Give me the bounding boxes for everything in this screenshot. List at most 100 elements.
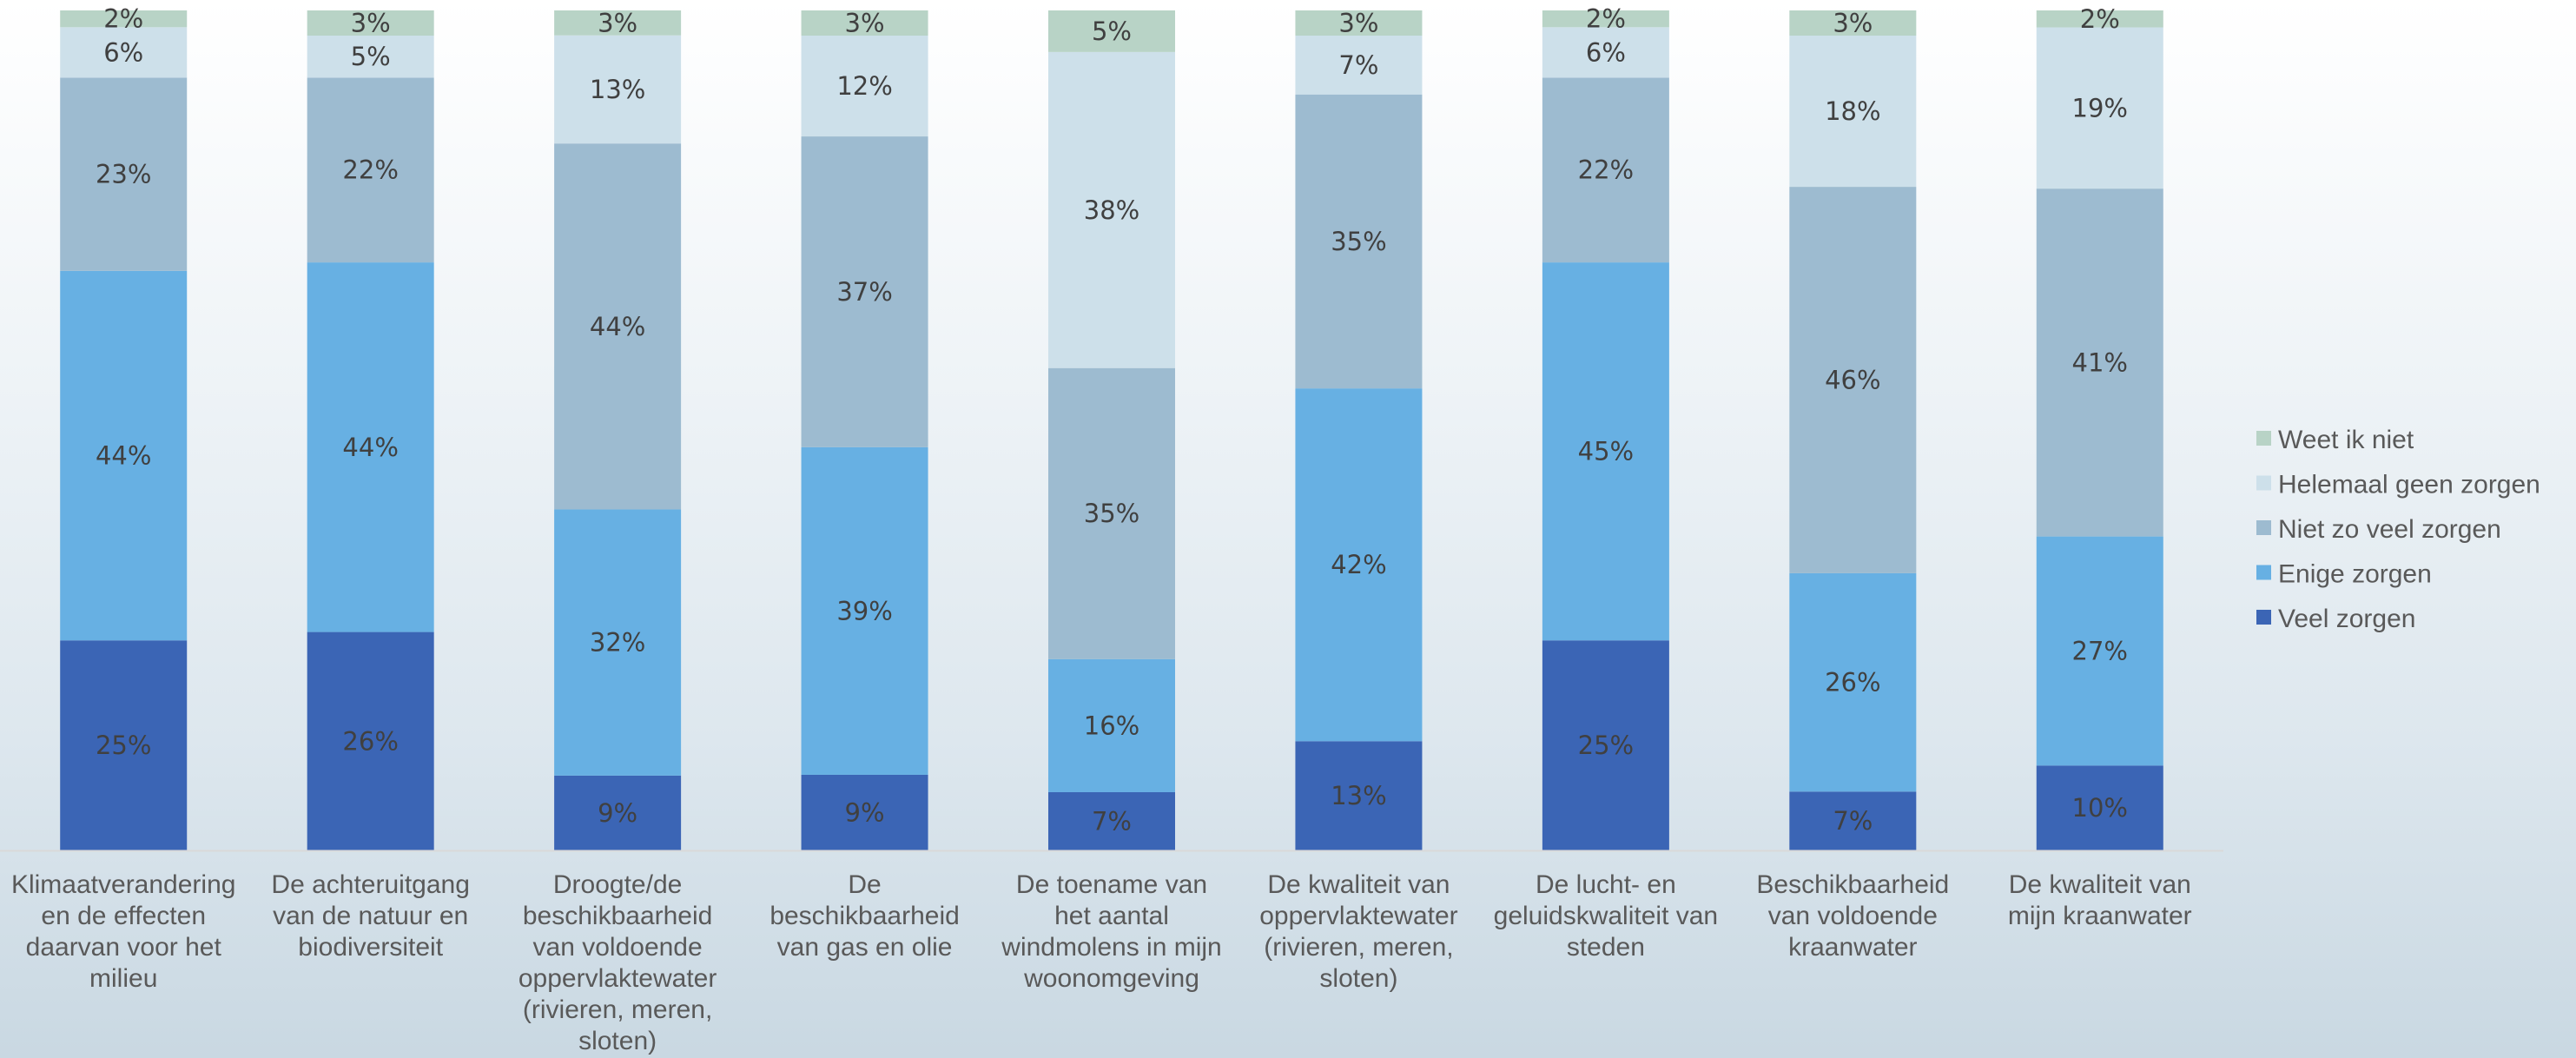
category-label-line: Klimaatverandering: [11, 870, 235, 899]
legend-label: Enige zorgen: [2278, 560, 2432, 589]
legend-label: Niet zo veel zorgen: [2278, 515, 2501, 544]
category-label-line: oppervlaktewater: [519, 964, 717, 993]
data-label: 3%: [351, 9, 391, 38]
data-label: 23%: [96, 160, 151, 189]
category-label: De kwaliteit van mijn kraanwater: [2008, 870, 2192, 930]
bar-segment: [1789, 187, 1917, 573]
bar-segment: [1789, 36, 1917, 188]
data-label: 3%: [598, 8, 637, 37]
bar-segment: [2036, 536, 2163, 766]
data-label: 26%: [1825, 668, 1880, 698]
data-label: 13%: [1331, 781, 1386, 810]
data-label: 44%: [342, 433, 398, 462]
category-label-line: van de natuur en: [273, 902, 468, 930]
data-label: 6%: [103, 37, 143, 67]
bar-segment: [1789, 10, 1917, 36]
data-label: 5%: [351, 42, 391, 71]
data-label: 10%: [2072, 793, 2128, 823]
category-label-line: biodiversiteit: [298, 933, 443, 962]
bar-segment: [554, 143, 682, 510]
data-label: 19%: [2072, 93, 2128, 122]
category-label-line: sloten): [1319, 964, 1397, 993]
bar-segment: [1048, 658, 1175, 792]
category-label-line: het aantal: [1054, 902, 1169, 930]
bar-segment: [801, 774, 928, 850]
bar-segment: [60, 27, 188, 78]
category-label: Klimaatverandering en de effecten daarvan …: [11, 870, 235, 993]
bar-segment: [60, 640, 188, 850]
bar-segment: [801, 446, 928, 775]
data-label: 18%: [1825, 96, 1880, 126]
category-label-line: Droogte/de: [553, 870, 682, 899]
data-label: 3%: [1338, 9, 1378, 38]
data-label: 25%: [1578, 731, 1634, 760]
data-label: 2%: [103, 4, 143, 34]
bar-segment: [801, 136, 928, 447]
category-label-line: woonomgeving: [1023, 964, 1199, 993]
data-label: 2%: [1586, 4, 1626, 34]
category-label-line: sloten): [578, 1027, 657, 1055]
category-label: De beschikbaarheid van gas en olie: [769, 870, 959, 962]
bar-segment: [554, 35, 682, 144]
bar-segment: [1048, 51, 1175, 368]
bar-segment: [1048, 791, 1175, 850]
legend-swatch: [2256, 431, 2271, 446]
category-label-line: van voldoende: [1768, 902, 1938, 930]
data-label: 9%: [845, 797, 885, 827]
data-label: 12%: [836, 71, 892, 101]
bar-segment: [307, 77, 434, 263]
bar-segment: [1542, 262, 1669, 641]
category-label-line: oppervlaktewater: [1259, 902, 1457, 930]
bar-segment: [801, 10, 928, 36]
bar-segment: [1789, 791, 1917, 850]
data-label: 16%: [1084, 711, 1139, 740]
legend-swatch: [2256, 565, 2271, 580]
data-label: 38%: [1084, 195, 1139, 225]
data-label: 22%: [1578, 155, 1634, 185]
category-label-line: en de effecten: [41, 902, 206, 930]
bar-segment: [2036, 27, 2163, 189]
category-label-line: De toename van: [1016, 870, 1207, 899]
bar-segment: [307, 262, 434, 632]
data-label: 2%: [2080, 4, 2120, 34]
bar-segment: [2036, 188, 2163, 537]
bar-segment: [307, 10, 434, 36]
data-label: 7%: [1833, 806, 1873, 836]
category-label-line: kraanwater: [1788, 933, 1917, 962]
data-label: 46%: [1825, 365, 1880, 394]
bar-segment: [1295, 741, 1423, 850]
category-label-line: De achteruitgang: [271, 870, 470, 899]
bar-segment: [2036, 765, 2163, 850]
legend-swatch: [2256, 610, 2271, 625]
data-label: 26%: [342, 726, 398, 756]
legend-label: Weet ik niet: [2278, 426, 2414, 454]
category-label-line: steden: [1567, 933, 1645, 962]
bar-segment: [1048, 367, 1175, 659]
bar-segment: [1048, 10, 1175, 52]
legend: Weet ik niet Helemaal geen zorgen Niet zo …: [2256, 426, 2540, 633]
bar-segment: [554, 775, 682, 850]
category-label-line: De kwaliteit van: [2009, 870, 2191, 899]
category-label: Droogte/de beschikbaarheid van voldoende op…: [519, 870, 717, 1055]
legend-swatch: [2256, 520, 2271, 535]
data-label: 6%: [1586, 37, 1626, 67]
category-label: De achteruitgang van de natuur en biodiver…: [271, 870, 470, 962]
data-label: 25%: [96, 731, 151, 760]
data-label: 13%: [590, 75, 645, 104]
category-label-line: mijn kraanwater: [2008, 902, 2192, 930]
bar-segment: [1295, 388, 1423, 742]
data-label: 37%: [836, 277, 892, 307]
data-label: 35%: [1331, 227, 1386, 256]
category-label-line: windmolens in mijn: [1001, 933, 1221, 962]
category-label-line: De lucht- en: [1536, 870, 1676, 899]
category-label-line: beschikbaarheid: [769, 902, 959, 930]
bar-segment: [1542, 10, 1669, 28]
bar-segment: [801, 36, 928, 137]
legend-swatch: [2256, 475, 2271, 491]
bar-group: 25%44%23%6%2%26%44%22%5%3%9%32%44%13%3%9…: [60, 4, 2163, 850]
bar-segment: [60, 10, 188, 28]
category-label-line: De: [848, 870, 881, 899]
legend-label: Veel zorgen: [2278, 605, 2415, 633]
